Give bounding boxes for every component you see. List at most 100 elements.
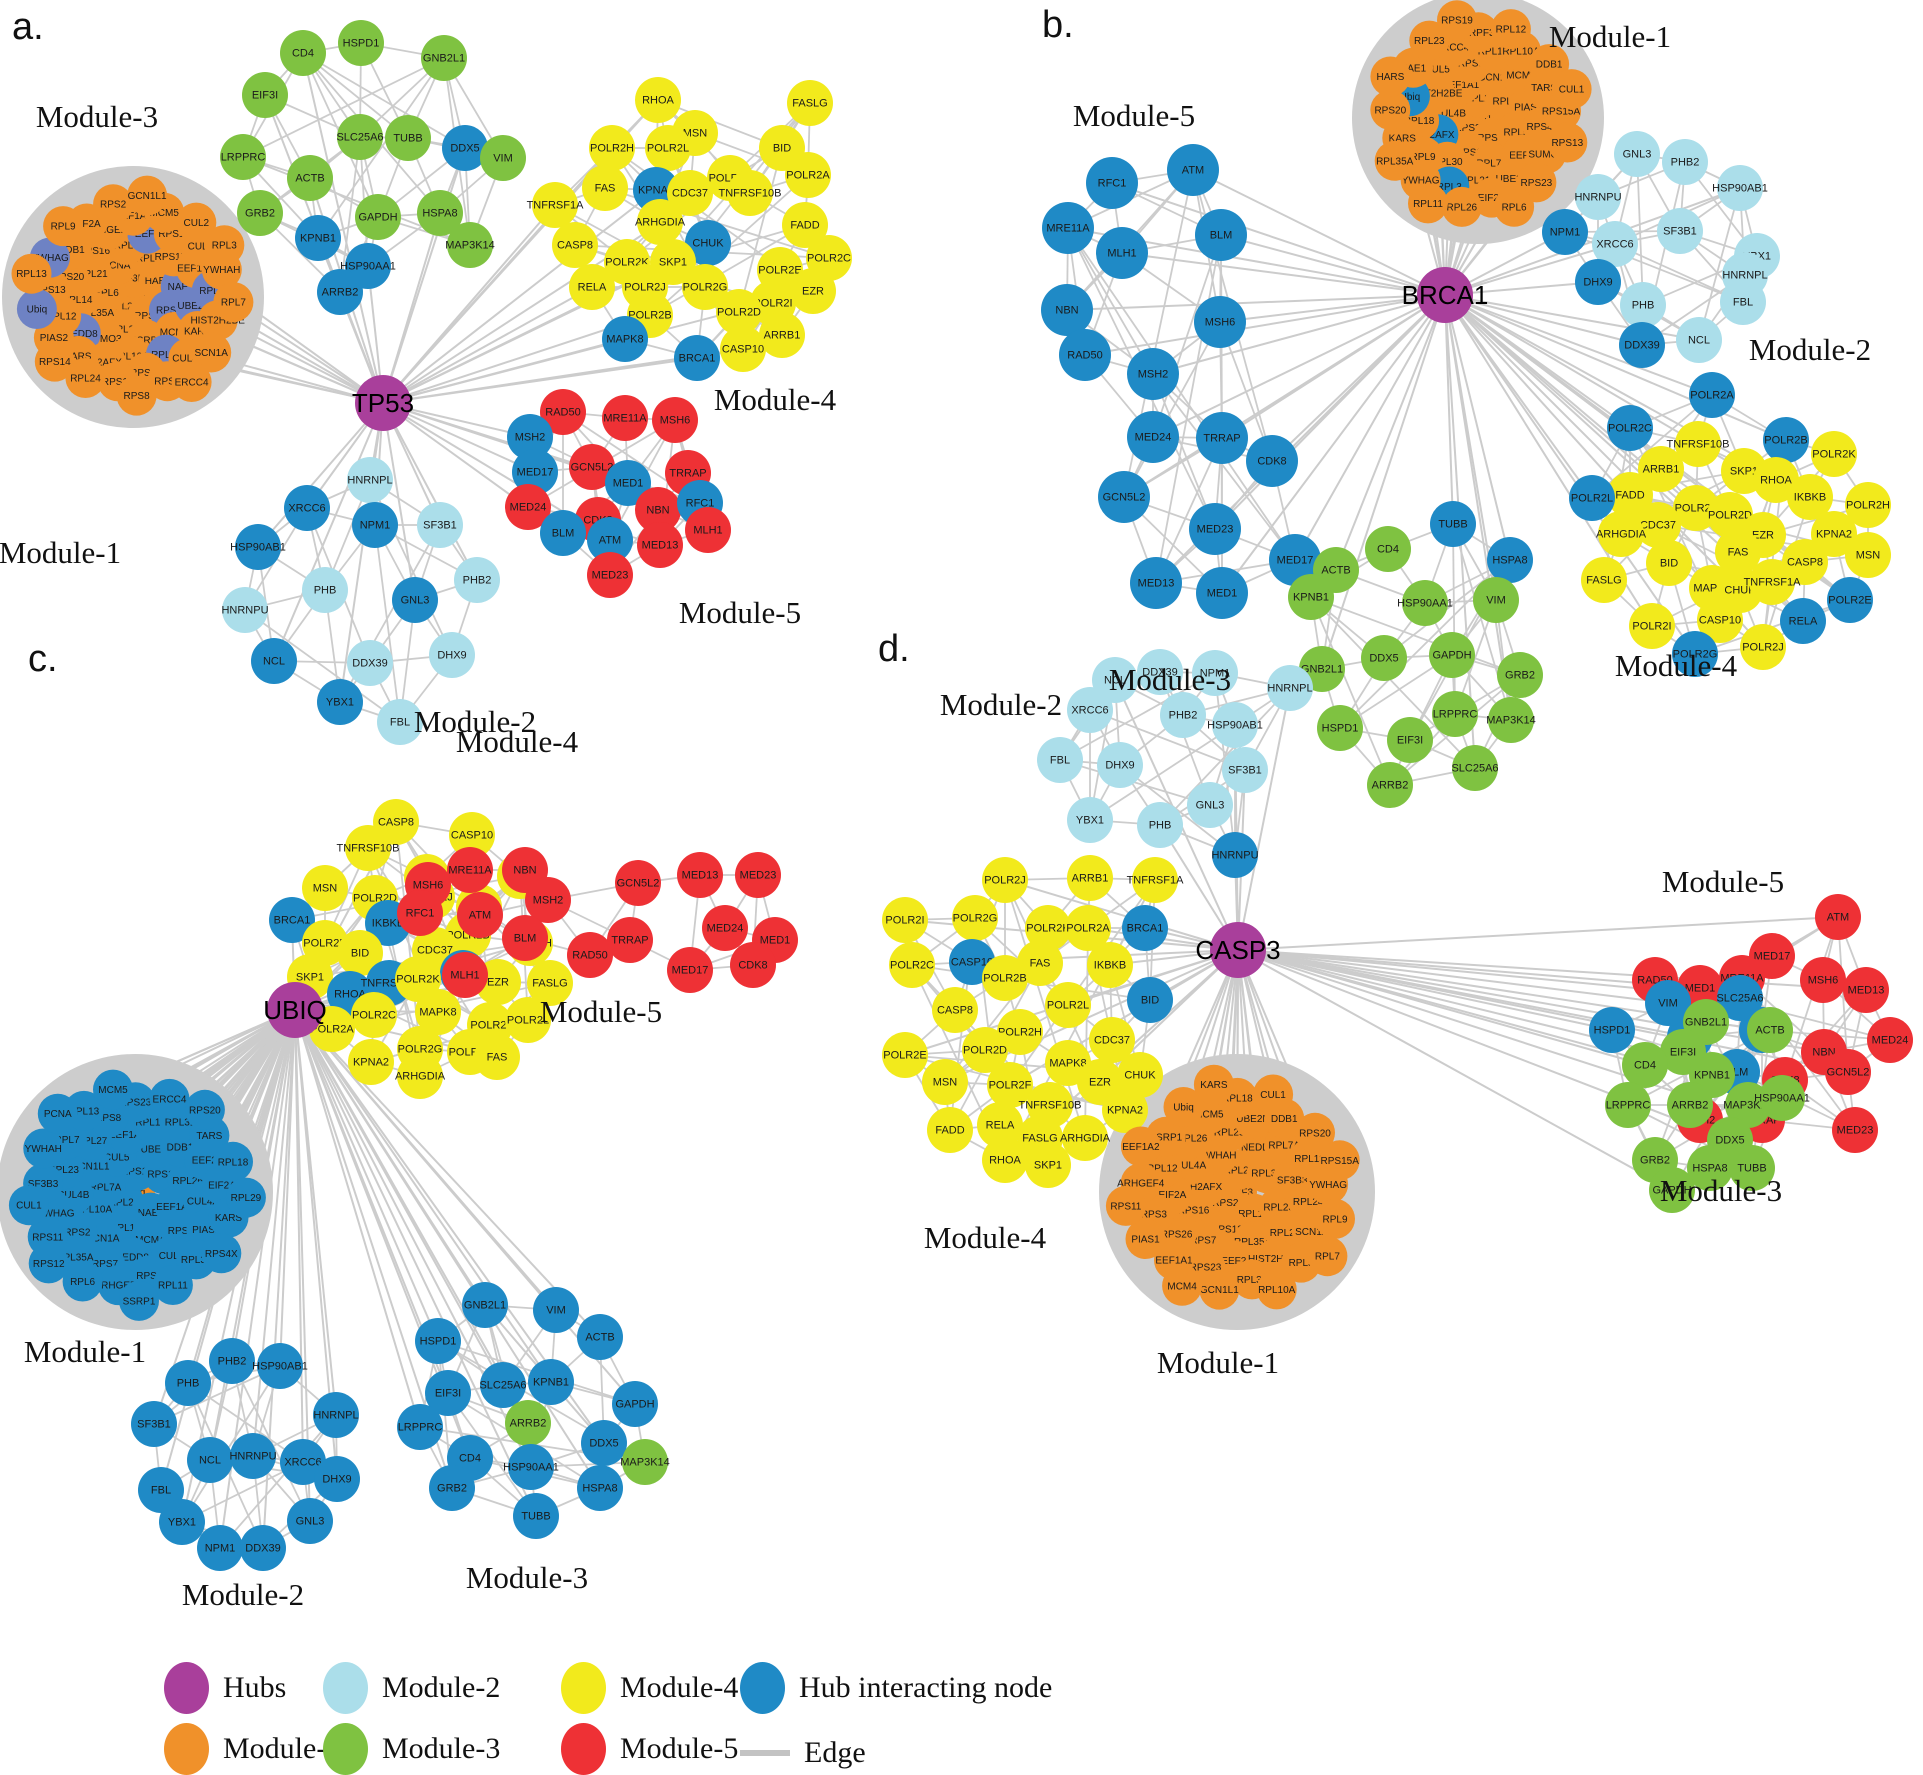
edge — [1111, 182, 1446, 296]
node-circle — [1195, 209, 1247, 261]
node-CDC37: CDC37 — [1635, 502, 1681, 548]
node-MED13: MED13 — [1843, 967, 1889, 1013]
node-label: PHB2 — [218, 1356, 247, 1368]
edge — [1444, 294, 1741, 591]
node-RPL18: RPL18 — [213, 1141, 253, 1182]
edge — [1152, 373, 1216, 530]
node-label: SF3B1 — [1228, 765, 1262, 777]
node-RPS15A: RPS15A — [1319, 1140, 1360, 1181]
node-circle — [1487, 537, 1533, 583]
node-RPS2: RPS2 — [93, 184, 134, 225]
node-label: MAPK8 — [419, 1007, 456, 1019]
node-circle — [284, 485, 330, 531]
node-circle — [1199, 1269, 1240, 1310]
node-CD4: CD4 — [1365, 526, 1411, 572]
node-circle — [1811, 431, 1857, 477]
hub-label: CASP3 — [1195, 935, 1280, 965]
node-label: EEF1A2 — [177, 264, 215, 275]
node-label: GAPDH — [1652, 1185, 1691, 1197]
node-GCN5L2: GCN5L2 — [569, 444, 615, 490]
node-POLR2E: POLR2E — [882, 1032, 928, 1078]
node-label: DDX5 — [589, 1438, 618, 1450]
node-label: RPL21 — [1460, 176, 1491, 187]
node-circle — [1614, 131, 1660, 177]
node-circle — [716, 289, 762, 335]
node-circle — [1288, 574, 1334, 620]
node-circle — [987, 1062, 1033, 1108]
hub-circle — [355, 375, 411, 431]
node-circle — [502, 915, 548, 961]
node-CASP10: CASP10 — [449, 812, 495, 858]
node-circle — [1845, 482, 1891, 528]
node-circle — [397, 1404, 443, 1450]
node-label: TUBB — [521, 1511, 550, 1523]
edge — [153, 1365, 281, 1425]
node-label: ARRB2 — [322, 287, 359, 299]
node-DHX9: DHX9 — [1575, 259, 1621, 305]
node-label: MCM5 — [149, 208, 179, 219]
node-GCN5L2: GCN5L2 — [1098, 471, 1150, 523]
node-circle — [1759, 1075, 1805, 1121]
node-circle — [652, 397, 698, 443]
node-circle — [1787, 474, 1833, 520]
node-label: KPNA2 — [1107, 1105, 1143, 1117]
node-circle — [1361, 635, 1407, 681]
node-label: NEDD8 — [115, 1253, 149, 1264]
node-POLR2H: POLR2H — [997, 1009, 1043, 1055]
node-label: RHOA — [989, 1155, 1021, 1167]
node-label: DDX39 — [1142, 667, 1177, 679]
node-label: RPL7A — [1476, 159, 1508, 170]
node-label: TARS — [1531, 83, 1557, 94]
node-circle — [602, 316, 648, 362]
node-HSP90AB1: HSP90AB1 — [252, 1343, 308, 1389]
node-CDK8: CDK8 — [730, 942, 776, 988]
node-MAPK8: MAPK8 — [415, 989, 461, 1035]
node-label: FBL — [390, 717, 410, 729]
node-FASLG: FASLG — [787, 80, 833, 126]
node-circle — [635, 77, 681, 123]
node-RHOA: RHOA — [982, 1137, 1028, 1183]
node-PCNA: PCNA — [37, 1093, 78, 1134]
node-label: EZR — [1752, 530, 1774, 542]
node-label: IKBKB — [372, 918, 404, 930]
node-circle — [209, 1338, 255, 1384]
node-label: RPL13 — [16, 269, 47, 280]
node-label: HSPD1 — [343, 38, 380, 50]
node-label: POLR2G — [398, 1044, 443, 1056]
node-label: PHB2 — [1671, 157, 1700, 169]
node-label: TARS — [196, 1131, 222, 1142]
node-circle — [952, 895, 998, 941]
node-MED23: MED23 — [1189, 503, 1241, 555]
node-label: RPL35A — [77, 308, 115, 319]
node-circle — [1619, 322, 1665, 368]
node-label: RHOA — [642, 95, 674, 107]
node-circle — [1256, 1269, 1297, 1310]
node-label: FAS — [1030, 958, 1051, 970]
node-label: TRRAP — [1203, 433, 1240, 445]
node-label: DDB1 — [58, 245, 85, 256]
node-label: RPL26 — [136, 254, 167, 265]
node-circle — [176, 202, 217, 243]
node-circle — [667, 947, 713, 993]
node-label: MED13 — [1138, 578, 1175, 590]
node-label: RPS12 — [33, 1259, 65, 1270]
node-label: CASP10 — [951, 957, 993, 969]
node-circle — [1086, 157, 1138, 209]
node-label: FASLG — [1022, 1133, 1057, 1145]
node-label: RPL24 — [1293, 1197, 1324, 1208]
node-POLR2H: POLR2H — [1845, 482, 1891, 528]
node-circle — [685, 220, 731, 266]
node-circle — [1490, 9, 1531, 50]
node-label: RPL7 — [54, 1135, 79, 1146]
node-circle — [615, 860, 661, 906]
node-label: LRPPRC — [398, 1422, 443, 1434]
node-DDX39: DDX39 — [1619, 322, 1665, 368]
edge — [339, 136, 361, 293]
node-label: MSN — [933, 1077, 958, 1089]
node-circle — [1196, 412, 1248, 464]
node-label: RPL9 — [1322, 1214, 1347, 1225]
edge — [1159, 671, 1211, 806]
node-label: NPM1 — [1550, 227, 1581, 239]
node-circle — [577, 1465, 623, 1511]
node-label: RPL24 — [70, 374, 101, 385]
